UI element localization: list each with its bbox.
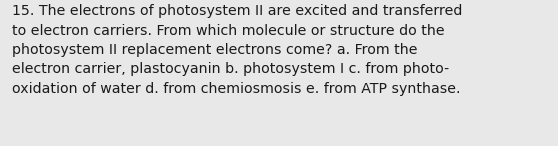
Text: 15. The electrons of photosystem II are excited and transferred
to electron carr: 15. The electrons of photosystem II are …: [12, 4, 463, 95]
